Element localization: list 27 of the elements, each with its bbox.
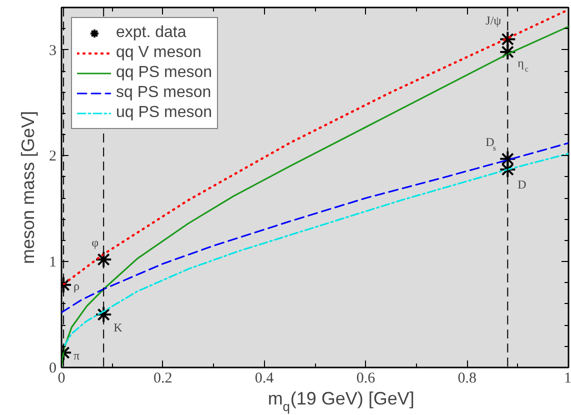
- y-tick-label: 3: [49, 42, 56, 59]
- point: [499, 43, 516, 60]
- legend-label: qq PS meson: [116, 64, 212, 82]
- annotation: φ: [92, 236, 99, 250]
- y-tick-label: 2: [49, 148, 56, 165]
- legend-label: qq V meson: [116, 44, 202, 62]
- legend-label: uq PS meson: [116, 104, 212, 122]
- y-tick-label: 1: [49, 254, 56, 271]
- annotation: J/ψ: [486, 13, 502, 28]
- line-series: [63, 152, 568, 348]
- x-tick-label: 0.8: [458, 370, 476, 386]
- x-tick-label: 1: [564, 370, 571, 386]
- annotation: D: [518, 178, 527, 192]
- x-tick-label: 0.4: [254, 370, 274, 386]
- line-series: [62, 8, 568, 285]
- point: [499, 30, 516, 48]
- y-axis-title: meson mass [GeV]: [18, 110, 38, 264]
- legend-label: sq PS meson: [116, 84, 212, 102]
- y-tick-label: 0: [49, 360, 56, 376]
- x-tick-label: 0.6: [356, 370, 376, 386]
- annotation: π: [74, 348, 80, 363]
- annotation: K: [114, 320, 123, 335]
- x-tick-label: 0.2: [154, 370, 172, 386]
- point: [499, 161, 516, 178]
- annotation: ρ: [74, 278, 80, 293]
- line-series: [62, 26, 568, 368]
- legend-label: expt. data: [116, 24, 186, 42]
